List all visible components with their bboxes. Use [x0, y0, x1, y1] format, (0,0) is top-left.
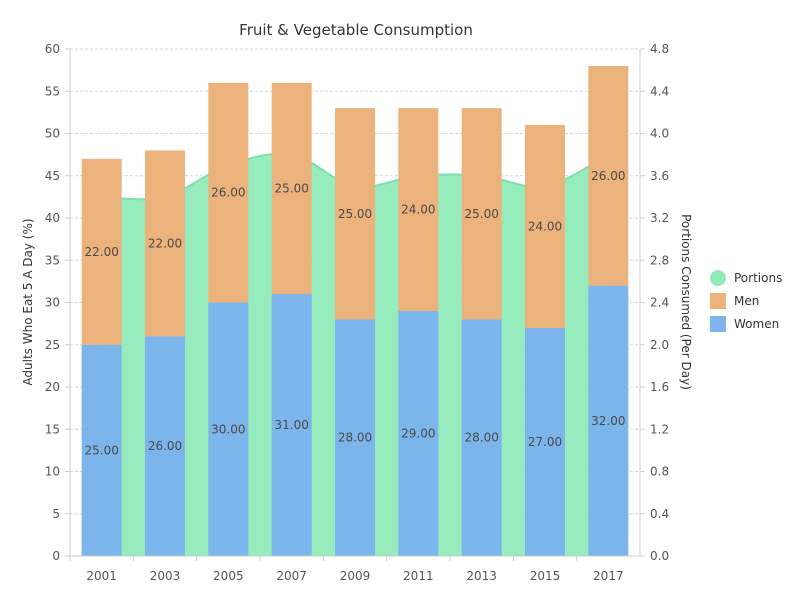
men-bar — [208, 82, 249, 303]
right-axis-ticks: 0.0 0.4 0.8 1.2 1.6 2.0 2.4 2.8 3.2 3.6 4.0 4.4 4.8 — [640, 42, 669, 563]
women-bar — [398, 310, 439, 556]
x-tick-label: 2005 — [213, 569, 244, 583]
men-data-label: 25.00 — [338, 207, 372, 221]
men-data-label: 22.00 — [84, 245, 118, 259]
y2-axis-title: Portions Consumed (Per Day) — [679, 214, 693, 390]
y-tick-label: 35 — [45, 253, 60, 267]
legend-label-women: Women — [734, 317, 779, 331]
y-axis-title: Adults Who Eat 5 A Day (%) — [21, 218, 35, 385]
women-bar — [271, 294, 312, 556]
women-bar — [588, 285, 629, 556]
women-data-label: 30.00 — [211, 422, 245, 436]
men-data-label: 26.00 — [591, 169, 625, 183]
y2-tick-label: 1.2 — [650, 422, 669, 436]
men-bar — [81, 158, 122, 345]
x-tick-label: 2007 — [276, 569, 307, 583]
x-tick-label: 2009 — [340, 569, 371, 583]
x-tick-label: 2013 — [466, 569, 497, 583]
y-tick-label: 45 — [45, 169, 60, 183]
women-bar — [335, 319, 375, 556]
women-data-label: 29.00 — [401, 426, 435, 440]
men-data-label: 25.00 — [464, 207, 498, 221]
women-data-label: 27.00 — [528, 435, 562, 449]
x-axis-ticks: 2001 2003 2005 2007 2009 2011 2013 2015 2017 — [69, 556, 624, 583]
men-data-label: 22.00 — [148, 236, 182, 250]
y2-tick-label: 1.6 — [650, 380, 669, 394]
y2-tick-label: 4.0 — [650, 127, 669, 141]
women-bar — [461, 319, 502, 556]
y-tick-label: 5 — [52, 507, 60, 521]
y2-tick-label: 0.8 — [650, 465, 669, 479]
legend-swatch-men — [710, 293, 726, 309]
men-bar — [398, 108, 439, 311]
women-bar — [145, 336, 185, 556]
women-bar — [81, 344, 122, 556]
y-tick-label: 55 — [45, 84, 60, 98]
legend-swatch-portions — [710, 270, 726, 286]
x-tick-label: 2001 — [86, 569, 117, 583]
y-tick-label: 30 — [45, 296, 60, 310]
legend-swatch-women — [710, 316, 726, 332]
women-bar — [525, 327, 565, 556]
chart-title: Fruit & Vegetable Consumption — [239, 21, 473, 39]
men-data-label: 25.00 — [274, 181, 308, 195]
y-tick-label: 10 — [45, 465, 60, 479]
y2-tick-label: 4.4 — [650, 84, 669, 98]
y2-tick-label: 2.8 — [650, 253, 669, 267]
y2-tick-label: 0.0 — [650, 549, 669, 563]
men-bar — [461, 108, 502, 320]
y-tick-label: 25 — [45, 338, 60, 352]
men-bar — [271, 82, 312, 295]
x-tick-label: 2015 — [530, 569, 561, 583]
left-axis-ticks: 0 5 10 15 20 25 30 35 40 45 50 55 60 — [45, 42, 70, 563]
y2-tick-label: 2.4 — [650, 296, 669, 310]
women-data-label: 26.00 — [148, 439, 182, 453]
y2-tick-label: 3.2 — [650, 211, 669, 225]
y2-tick-label: 3.6 — [650, 169, 669, 183]
bars-layer — [81, 65, 629, 556]
y2-tick-label: 2.0 — [650, 338, 669, 352]
men-data-label: 24.00 — [528, 219, 562, 233]
data-labels-layer: 25.00 22.00 26.00 22.00 30.00 26.00 31.00 25.00… — [84, 169, 625, 458]
y-tick-label: 60 — [45, 42, 60, 56]
legend: Portions Men Women — [710, 270, 782, 332]
y-tick-label: 0 — [52, 549, 60, 563]
women-data-label: 32.00 — [591, 414, 625, 428]
women-data-label: 28.00 — [464, 431, 498, 445]
women-data-label: 25.00 — [84, 443, 118, 457]
y2-tick-label: 4.8 — [650, 42, 669, 56]
legend-label-portions: Portions — [734, 271, 782, 285]
women-data-label: 31.00 — [274, 418, 308, 432]
women-bar — [208, 302, 249, 556]
x-tick-label: 2003 — [150, 569, 181, 583]
legend-label-men: Men — [734, 294, 759, 308]
y2-tick-label: 0.4 — [650, 507, 669, 521]
x-tick-label: 2017 — [593, 569, 624, 583]
y-tick-label: 20 — [45, 380, 60, 394]
men-data-label: 24.00 — [401, 203, 435, 217]
x-tick-label: 2011 — [403, 569, 434, 583]
men-bar — [525, 125, 565, 328]
y-tick-label: 15 — [45, 422, 60, 436]
men-bar — [335, 108, 375, 320]
men-data-label: 26.00 — [211, 186, 245, 200]
women-data-label: 28.00 — [338, 431, 372, 445]
y-tick-label: 40 — [45, 211, 60, 225]
men-bar — [588, 65, 629, 286]
men-bar — [145, 150, 185, 337]
y-tick-label: 50 — [45, 127, 60, 141]
